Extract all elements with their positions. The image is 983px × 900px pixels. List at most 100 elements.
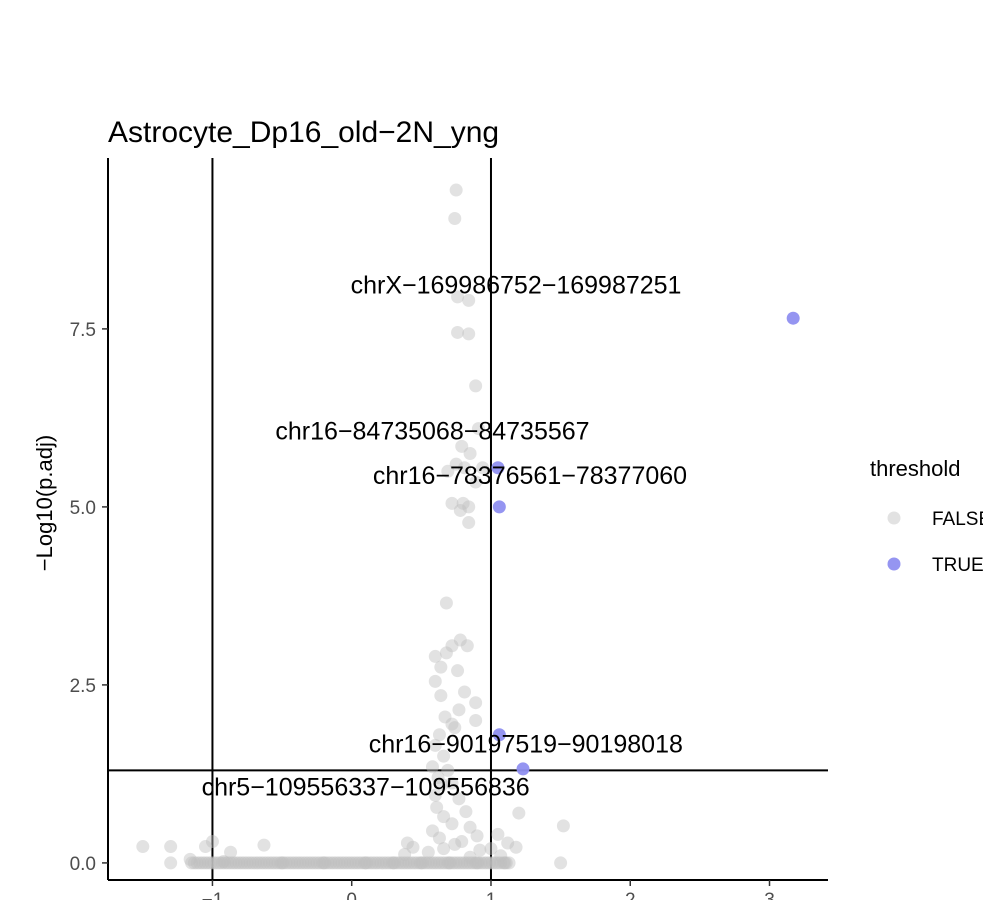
data-point bbox=[458, 856, 472, 870]
data-point-false bbox=[469, 475, 483, 489]
data-point bbox=[288, 856, 302, 870]
data-point-false bbox=[462, 293, 476, 307]
data-point bbox=[368, 856, 382, 870]
data-point-false bbox=[442, 856, 456, 870]
data-point bbox=[352, 856, 366, 870]
data-point bbox=[346, 856, 360, 870]
data-point-false bbox=[554, 856, 568, 870]
data-point-false bbox=[224, 845, 238, 859]
x-tick-label: 0 bbox=[346, 890, 357, 900]
data-point bbox=[407, 856, 421, 870]
data-point-false bbox=[463, 850, 477, 864]
data-point-false bbox=[428, 738, 442, 752]
data-point bbox=[304, 856, 318, 870]
data-point bbox=[380, 856, 394, 870]
data-point-false bbox=[421, 845, 435, 859]
data-point-false bbox=[428, 788, 442, 802]
data-point-true bbox=[492, 500, 506, 514]
data-point bbox=[282, 856, 296, 870]
data-point bbox=[218, 856, 232, 870]
data-point bbox=[463, 856, 477, 870]
x-tick-label: 3 bbox=[764, 890, 775, 900]
data-point-false bbox=[476, 461, 490, 475]
data-point-false bbox=[435, 778, 449, 792]
data-point-false bbox=[198, 840, 212, 854]
legend-key-true bbox=[887, 557, 901, 571]
data-point-false bbox=[437, 810, 451, 824]
data-point bbox=[318, 856, 332, 870]
data-point bbox=[396, 856, 410, 870]
data-point-false bbox=[512, 806, 526, 820]
data-point bbox=[329, 856, 343, 870]
data-point-false bbox=[460, 639, 474, 653]
y-tick-label: 5.0 bbox=[70, 498, 96, 519]
data-point-false bbox=[448, 212, 462, 226]
data-point bbox=[341, 856, 355, 870]
data-point-false bbox=[556, 819, 570, 833]
data-point-false bbox=[459, 805, 473, 819]
data-point-false bbox=[451, 290, 465, 304]
data-point bbox=[290, 856, 304, 870]
data-point bbox=[226, 856, 240, 870]
data-point-false bbox=[451, 325, 465, 339]
data-point-false bbox=[445, 717, 459, 731]
point-label: chr16−90197519−90198018 bbox=[369, 731, 683, 759]
data-point bbox=[251, 856, 265, 870]
data-point bbox=[212, 856, 226, 870]
legend-label-false: FALSE bbox=[932, 509, 983, 530]
data-point bbox=[263, 856, 277, 870]
data-point bbox=[363, 856, 377, 870]
data-point-false bbox=[257, 838, 271, 852]
data-point bbox=[198, 856, 212, 870]
data-point-false bbox=[432, 831, 446, 845]
data-point bbox=[187, 856, 201, 870]
data-point-false bbox=[441, 763, 455, 777]
data-point-false bbox=[471, 422, 485, 436]
data-point-false bbox=[439, 646, 453, 660]
data-point-false bbox=[217, 854, 231, 868]
data-point-false bbox=[498, 856, 512, 870]
data-point bbox=[360, 856, 374, 870]
data-point bbox=[254, 856, 268, 870]
x-tick-label: −1 bbox=[202, 890, 224, 900]
data-point bbox=[469, 856, 483, 870]
legend-label-true: TRUE bbox=[932, 555, 983, 576]
data-point bbox=[299, 856, 313, 870]
data-point-false bbox=[425, 760, 439, 774]
data-point bbox=[207, 856, 221, 870]
data-point-false bbox=[430, 800, 444, 814]
data-point-false bbox=[455, 439, 469, 453]
data-point bbox=[193, 856, 207, 870]
data-point-false bbox=[425, 824, 439, 838]
data-point-false bbox=[434, 660, 448, 674]
data-point bbox=[185, 856, 199, 870]
data-point bbox=[421, 856, 435, 870]
data-point bbox=[302, 856, 316, 870]
data-point bbox=[502, 856, 516, 870]
data-point bbox=[399, 856, 413, 870]
data-point bbox=[432, 856, 446, 870]
data-point bbox=[285, 856, 299, 870]
data-point bbox=[488, 856, 502, 870]
reference-lines bbox=[108, 158, 828, 880]
data-point-true bbox=[786, 311, 800, 325]
data-point bbox=[357, 856, 371, 870]
data-point-false bbox=[473, 843, 487, 857]
data-point bbox=[332, 856, 346, 870]
point-label: chr5−109556337−109556836 bbox=[202, 773, 530, 801]
data-point bbox=[460, 856, 474, 870]
data-point bbox=[416, 856, 430, 870]
data-point bbox=[204, 856, 218, 870]
data-point bbox=[313, 856, 327, 870]
point-annotations: chrX−169986752−169987251 chr16−84735068−8… bbox=[202, 271, 687, 801]
data-point bbox=[276, 856, 290, 870]
point-label: chrX−169986752−169987251 bbox=[351, 271, 682, 299]
data-point bbox=[435, 856, 449, 870]
data-point bbox=[196, 856, 210, 870]
data-point bbox=[441, 856, 455, 870]
data-point bbox=[471, 856, 485, 870]
data-point bbox=[229, 856, 243, 870]
data-point-false bbox=[437, 749, 451, 763]
data-points bbox=[136, 183, 800, 870]
